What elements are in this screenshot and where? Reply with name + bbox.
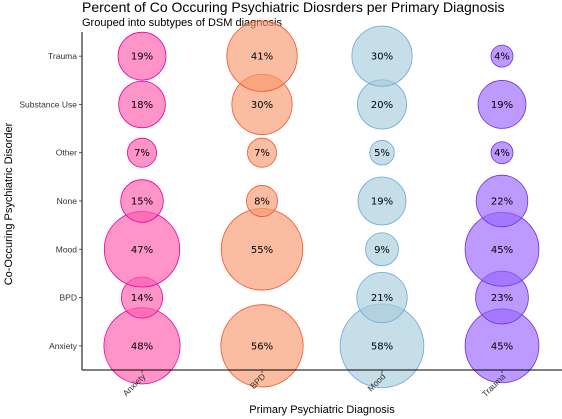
bubble-label-mood-none: 19% [371,197,393,208]
bubble-label-mood-bpd: 21% [371,293,393,304]
bubble-label-bpd-none: 8% [254,197,270,208]
bubble-anxiety-substance-use [118,80,166,129]
bubble-mood-none [357,176,407,226]
bubble-label-anxiety-none: 15% [131,197,153,208]
y-tick-label: Mood [56,244,78,254]
bubble-labels-layer: 48% 14% 47% 15% 7% 18% 19% 56% 55% 8% 7% 30% 41% 58% 2… [131,52,513,353]
bubble-label-mood-trauma: 30% [371,52,393,63]
bubble-label-trauma-none: 22% [491,197,513,208]
bubble-anxiety-other [127,137,157,168]
bubble-mood-other [369,140,395,166]
bubble-trauma-trauma [490,44,514,68]
bubble-trauma-other [490,141,514,165]
y-tick-label: Trauma [48,51,77,61]
bubble-label-trauma-bpd: 23% [491,293,513,304]
bubble-label-trauma-substance-use: 19% [491,100,513,111]
y-tick-label: Anxiety [49,341,78,351]
bubble-mood-trauma [351,25,413,87]
bubble-label-anxiety-bpd: 14% [131,293,153,304]
chart-title: Percent of Co Occuring Psychiatric Diosr… [82,0,504,15]
bubble-mood-bpd [356,271,408,324]
bubble-bpd-none [246,185,278,217]
bubble-label-trauma-other: 4% [494,148,510,159]
bubbles-layer [103,20,540,389]
bubble-label-anxiety-anxiety: 48% [131,341,153,352]
bubble-label-mood-anxiety: 58% [371,341,393,352]
bubble-mood-mood [365,232,399,267]
bubble-label-anxiety-trauma: 19% [131,52,153,63]
bubble-bpd-trauma [226,20,298,92]
y-axis-ticks: Anxiety BPD Mood None Other Substance Use Trau… [19,51,82,351]
bubble-label-bpd-anxiety: 56% [251,341,273,352]
bubble-label-anxiety-substance-use: 18% [131,100,153,111]
y-tick-label: Other [56,148,77,158]
bubble-label-bpd-substance-use: 30% [251,100,273,111]
bubble-label-mood-substance-use: 20% [371,100,393,111]
bubble-label-trauma-trauma: 4% [494,52,510,63]
bubble-label-bpd-other: 7% [254,148,270,159]
bubble-trauma-substance-use [477,80,527,129]
bubble-label-trauma-anxiety: 45% [491,341,513,352]
y-tick-label: Substance Use [19,99,77,109]
y-tick-label: None [57,196,78,206]
y-axis-title: Co-Occuring Psychiatric Disorder [3,122,15,285]
bubble-anxiety-trauma [117,31,167,81]
bubble-bpd-anxiety [220,304,304,388]
chart-subtitle: Grouped into subtypes of DSM diagnosis [82,17,282,29]
y-tick-label: BPD [60,293,77,303]
x-axis-ticks: Anxiety BPD Mood Trauma [121,370,508,399]
bubble-label-bpd-trauma: 41% [251,52,273,63]
bubble-label-mood-other: 5% [374,148,390,159]
bubble-label-bpd-mood: 55% [251,245,273,256]
bubble-label-mood-mood: 9% [374,245,390,256]
bubble-label-anxiety-mood: 47% [131,245,153,256]
bubble-label-trauma-mood: 45% [491,245,513,256]
x-axis-title: Primary Psychiatric Diagnosis [249,404,395,416]
bubble-label-anxiety-other: 7% [134,148,150,159]
bubble-trauma-none [475,174,529,228]
bubble-anxiety-none [120,179,164,223]
bubble-bpd-other [247,137,277,168]
